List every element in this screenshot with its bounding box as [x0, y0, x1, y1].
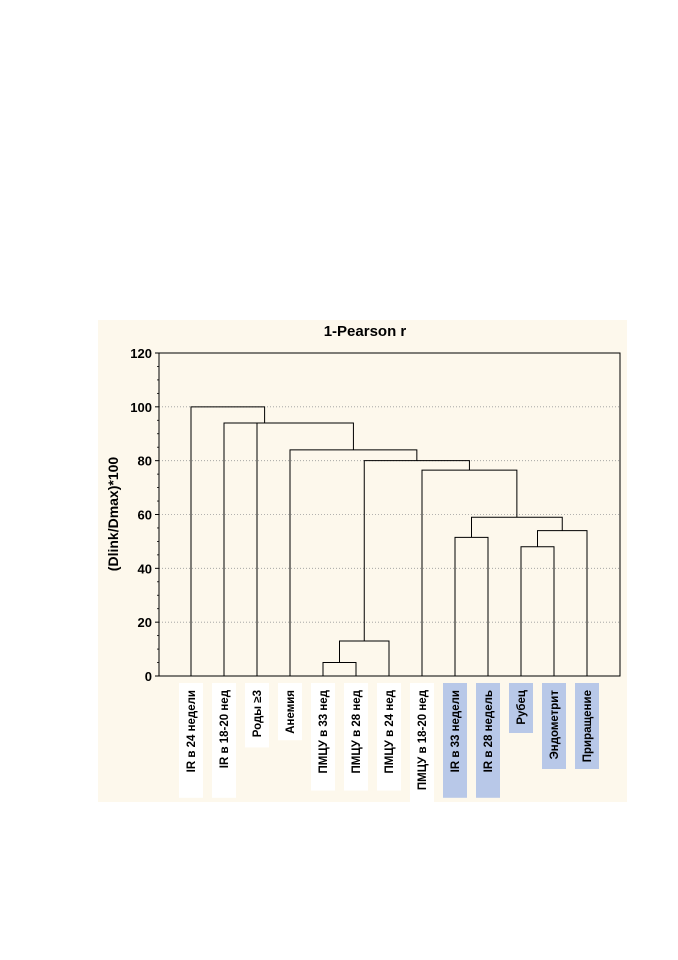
- leaf-label-text: Рубец: [516, 690, 528, 725]
- leaf-label-bg: [509, 683, 533, 733]
- leaf-label-text: Анемия: [285, 690, 297, 734]
- leaf-label: IR в 18-20 нед: [212, 683, 236, 798]
- leaf-label: ПМЦУ в 28 нед: [344, 683, 368, 791]
- leaf-label-text: Роды ≥3: [252, 690, 264, 737]
- leaf-label-bg: [410, 683, 434, 802]
- y-tick-label: 120: [130, 346, 152, 361]
- leaf-label-text: ПМЦУ в 18-20 нед: [417, 689, 429, 790]
- leaf-label: Эндометрит: [542, 683, 566, 769]
- dendrogram-link: [520, 546, 555, 676]
- leaf-label-text: IR в 33 недели: [450, 690, 462, 772]
- leaf-label: Рубец: [509, 683, 533, 733]
- chart-title: 1-Pearson r: [324, 323, 407, 340]
- leaf-label-bg: [344, 683, 368, 791]
- dendrogram-link: [322, 662, 357, 676]
- leaf-label-bg: [278, 683, 302, 741]
- dendrogram-link: [339, 640, 390, 676]
- leaf-label-bg: [542, 683, 566, 769]
- dendrogram-links: [190, 406, 588, 676]
- dendrogram-link: [190, 406, 266, 676]
- dendrogram-chart: 1-Pearson r (Dlink/Dmax)*100 0 20 40 60 80 10…: [105, 323, 621, 802]
- dendrogram-link: [421, 469, 518, 676]
- leaf-label-bg: [476, 683, 500, 798]
- leaf-label-text: Приращение: [582, 690, 594, 762]
- leaf-label: IR в 28 недель: [476, 683, 500, 798]
- dendrogram-link: [256, 422, 354, 676]
- figure-panel: 1-Pearson r (Dlink/Dmax)*100 0 20 40 60 80 10…: [98, 320, 627, 802]
- leaf-label: IR в 24 недели: [179, 683, 203, 798]
- y-tick-label: 0: [145, 669, 152, 684]
- leaf-label-bg: [212, 683, 236, 798]
- y-tick-label: 60: [138, 508, 152, 523]
- dendrogram-link: [471, 516, 563, 538]
- leaf-label-text: ПМЦУ в 33 нед: [318, 689, 330, 773]
- dendrogram-link: [289, 449, 418, 676]
- leaf-label: Приращение: [575, 683, 599, 769]
- y-tick-label: 40: [138, 561, 152, 576]
- leaf-label-bg: [179, 683, 203, 798]
- leaf-label: Анемия: [278, 683, 302, 741]
- y-tick-label: 80: [138, 454, 152, 469]
- leaf-label-text: ПМЦУ в 28 нед: [351, 689, 363, 773]
- dendrogram-link: [363, 460, 470, 642]
- leaf-label-text: IR в 18-20 нед: [219, 689, 231, 768]
- dendrogram-link: [454, 536, 489, 676]
- leaf-label-bg: [575, 683, 599, 769]
- leaf-label-bg: [245, 683, 269, 748]
- leaf-labels: IR в 24 недели IR в 18-20 нед Роды ≥3 Анеми…: [179, 683, 599, 802]
- leaf-label: IR в 33 недели: [443, 683, 467, 798]
- leaf-label: ПМЦУ в 33 нед: [311, 683, 335, 791]
- leaf-label-bg: [311, 683, 335, 791]
- leaf-label-text: ПМЦУ в 24 нед: [384, 689, 396, 773]
- y-tick-label: 100: [130, 400, 152, 415]
- axis-layer: 0 20 40 60 80 100 120: [130, 346, 621, 684]
- y-axis-label: (Dlink/Dmax)*100: [105, 457, 121, 572]
- leaf-label-text: IR в 24 недели: [186, 690, 198, 772]
- leaf-label: ПМЦУ в 24 нед: [377, 683, 401, 791]
- leaf-label: Роды ≥3: [245, 683, 269, 748]
- dendrogram-link: [223, 422, 306, 676]
- leaf-label-text: Эндометрит: [549, 690, 561, 760]
- leaf-label-text: IR в 28 недель: [483, 690, 495, 772]
- dendrogram-link: [537, 530, 588, 676]
- leaf-label-bg: [443, 683, 467, 798]
- leaf-label: ПМЦУ в 18-20 нед: [410, 683, 434, 802]
- leaf-label-bg: [377, 683, 401, 791]
- y-tick-label: 20: [138, 615, 152, 630]
- grid-layer: [159, 406, 620, 623]
